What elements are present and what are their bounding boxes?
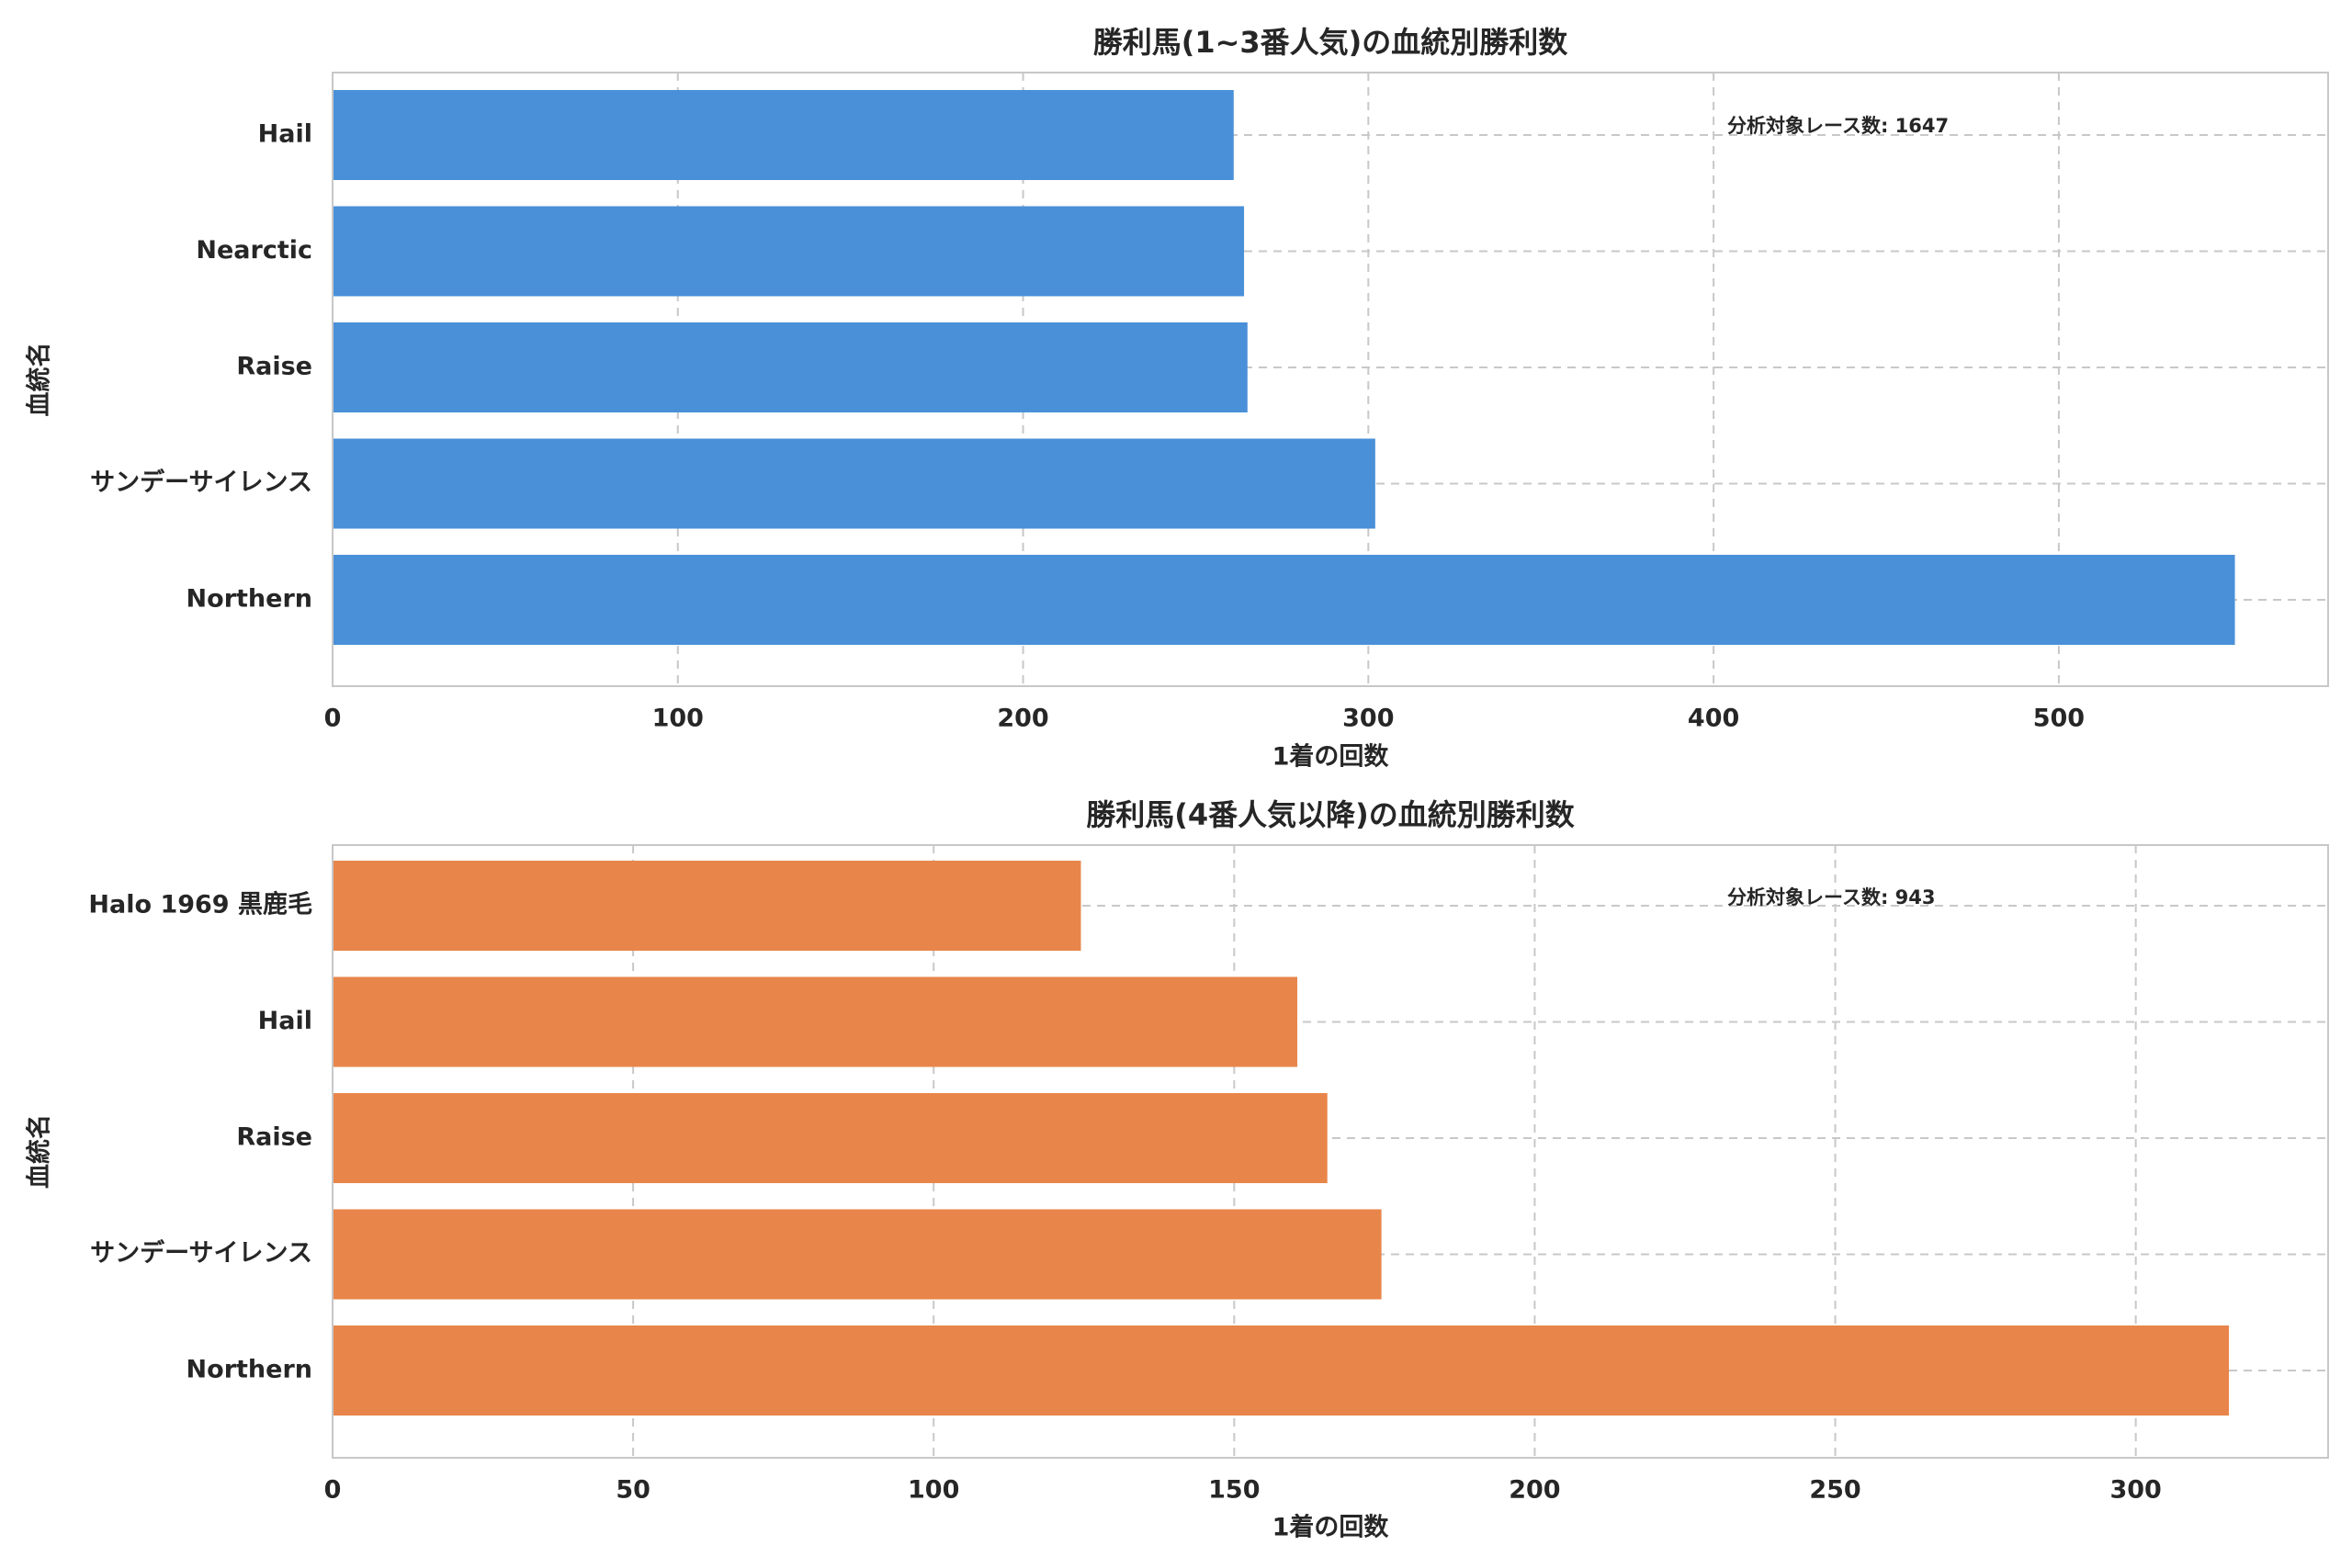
x-tick-label: 50 xyxy=(616,1476,650,1505)
x-tick-label: 100 xyxy=(652,705,704,733)
y-tick-label: サンデーサイレンス xyxy=(90,1238,312,1268)
y-axis-label: 血統名 xyxy=(25,1114,54,1189)
x-tick-label: 150 xyxy=(1208,1476,1260,1505)
bar xyxy=(333,976,1298,1067)
bar xyxy=(333,438,1375,529)
y-tick-label: サンデーサイレンス xyxy=(90,468,312,497)
y-tick-label: Northern xyxy=(187,1356,312,1384)
x-tick-label: 300 xyxy=(2109,1476,2161,1505)
x-tick-label: 100 xyxy=(908,1476,959,1505)
x-tick-label: 200 xyxy=(1509,1476,1560,1505)
y-axis-label: 血統名 xyxy=(25,343,54,417)
bar xyxy=(333,1325,2230,1416)
x-tick-label: 500 xyxy=(2033,705,2085,733)
y-tick-label: Halo 1969 黒鹿毛 xyxy=(88,890,312,919)
x-axis-label: 1着の回数 xyxy=(1272,742,1390,772)
x-tick-label: 400 xyxy=(1688,705,1739,733)
chart-title: 勝利馬(1~3番人気)の血統別勝利数 xyxy=(1093,25,1569,60)
x-tick-label: 200 xyxy=(997,705,1048,733)
y-tick-label: Northern xyxy=(187,585,312,614)
race-count-annotation: 分析対象レース数: 1647 xyxy=(1727,115,1949,137)
race-count-annotation: 分析対象レース数: 943 xyxy=(1727,886,1936,908)
bar xyxy=(333,1093,1328,1183)
plot-frame xyxy=(332,844,2329,1459)
plot-frame xyxy=(332,72,2329,687)
y-tick-label: Raise xyxy=(236,1123,312,1152)
x-tick-label: 300 xyxy=(1342,705,1394,733)
x-tick-label: 0 xyxy=(324,1476,342,1505)
y-tick-label: Hail xyxy=(258,1007,312,1035)
x-tick-label: 0 xyxy=(324,705,342,733)
y-tick-label: Raise xyxy=(236,353,312,381)
bar xyxy=(333,322,1248,412)
y-tick-label: Nearctic xyxy=(196,236,312,265)
x-tick-label: 250 xyxy=(1809,1476,1860,1505)
bar xyxy=(333,861,1081,951)
bar xyxy=(333,555,2235,645)
x-axis-label: 1着の回数 xyxy=(1272,1513,1390,1542)
y-tick-label: Hail xyxy=(258,120,312,149)
chart-title: 勝利馬(4番人気以降)の血統別勝利数 xyxy=(1086,797,1576,832)
bar xyxy=(333,1209,1382,1300)
bar xyxy=(333,90,1234,180)
bar xyxy=(333,206,1245,297)
